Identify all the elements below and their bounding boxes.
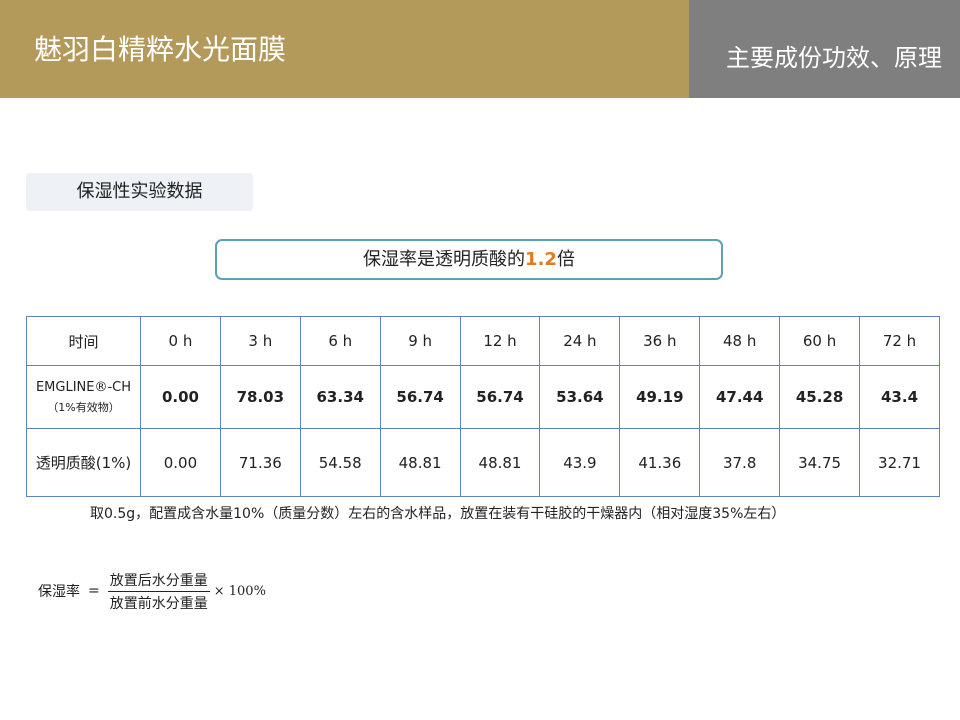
table-cell: 53.64 <box>539 365 621 429</box>
table-row-emgline: EMGLINE®-CH （1%有效物） 0.00 78.03 63.34 56.… <box>26 365 940 429</box>
emgline-label-name: EMGLINE®-CH <box>35 379 132 395</box>
experiment-footnote: 取0.5g，配置成含水量10%（质量分数）左右的含水样品，放置在装有干硅胶的干燥… <box>90 506 786 522</box>
table-header-cell: 3 h <box>219 316 301 366</box>
table-cell: 48.81 <box>379 428 461 497</box>
table-cell: 34.75 <box>779 428 861 497</box>
table-cell: 32.71 <box>859 428 940 497</box>
formula-lhs: 保湿率 <box>38 584 80 600</box>
table-cell: 48.81 <box>459 428 541 497</box>
table-cell: 49.19 <box>619 365 701 429</box>
table-cell: 41.36 <box>619 428 701 497</box>
page-title: 魅羽白精粹水光面膜 <box>34 33 287 66</box>
table-header-cell: 时间 <box>26 316 141 366</box>
table-cell: 56.74 <box>459 365 541 429</box>
emgline-label: EMGLINE®-CH （1%有效物） <box>26 365 141 429</box>
table-header-cell: 72 h <box>859 316 940 366</box>
highlight-prefix: 保湿率是透明质酸的 <box>363 249 526 270</box>
table-cell: 47.44 <box>699 365 781 429</box>
table-cell: 56.74 <box>379 365 461 429</box>
moisture-data-table: 时间 0 h 3 h 6 h 9 h 12 h 24 h 36 h 48 h 6… <box>26 316 940 497</box>
header-subtitle-bar: 主要成份功效、原理 <box>689 0 960 98</box>
table-cell: 78.03 <box>219 365 301 429</box>
table-header-cell: 48 h <box>699 316 781 366</box>
table-header-cell: 24 h <box>539 316 621 366</box>
formula-equals: = <box>88 583 100 599</box>
highlight-value: 1.2 <box>525 249 557 270</box>
table-header-cell: 6 h <box>299 316 381 366</box>
table-header-cell: 60 h <box>779 316 861 366</box>
table-header-cell: 12 h <box>459 316 541 366</box>
table-cell: 54.58 <box>299 428 381 497</box>
table-header-cell: 9 h <box>379 316 461 366</box>
header-title-bar: 魅羽白精粹水光面膜 <box>0 0 689 98</box>
table-header-cell: 0 h <box>140 316 221 366</box>
hyaluronic-label: 透明质酸(1%) <box>26 428 141 497</box>
highlight-suffix: 倍 <box>556 249 575 270</box>
section-label: 保湿性实验数据 <box>26 173 253 211</box>
table-cell: 37.8 <box>699 428 781 497</box>
formula-denominator: 放置前水分重量 <box>109 595 208 612</box>
table-row-hyaluronic: 透明质酸(1%) 0.00 71.36 54.58 48.81 48.81 43… <box>26 428 940 497</box>
table-cell: 45.28 <box>779 365 861 429</box>
table-cell: 0.00 <box>140 428 221 497</box>
formula-fraction: 放置后水分重量 放置前水分重量 <box>107 570 210 613</box>
highlight-callout: 保湿率是透明质酸的1.2倍 <box>215 239 723 280</box>
table-header-row: 时间 0 h 3 h 6 h 9 h 12 h 24 h 36 h 48 h 6… <box>26 316 940 366</box>
formula-numerator: 放置后水分重量 <box>107 570 210 592</box>
table-header-cell: 36 h <box>619 316 701 366</box>
table-cell: 43.9 <box>539 428 621 497</box>
table-cell: 43.4 <box>859 365 940 429</box>
page-subtitle: 主要成份功效、原理 <box>726 44 942 72</box>
table-cell: 63.34 <box>299 365 381 429</box>
emgline-label-note: （1%有效物） <box>47 400 120 414</box>
formula-multiplier: × 100% <box>213 583 266 599</box>
moisture-formula: 保湿率 = 放置后水分重量 放置前水分重量 × 100% <box>38 570 266 612</box>
table-cell: 0.00 <box>140 365 221 429</box>
table-cell: 71.36 <box>219 428 301 497</box>
